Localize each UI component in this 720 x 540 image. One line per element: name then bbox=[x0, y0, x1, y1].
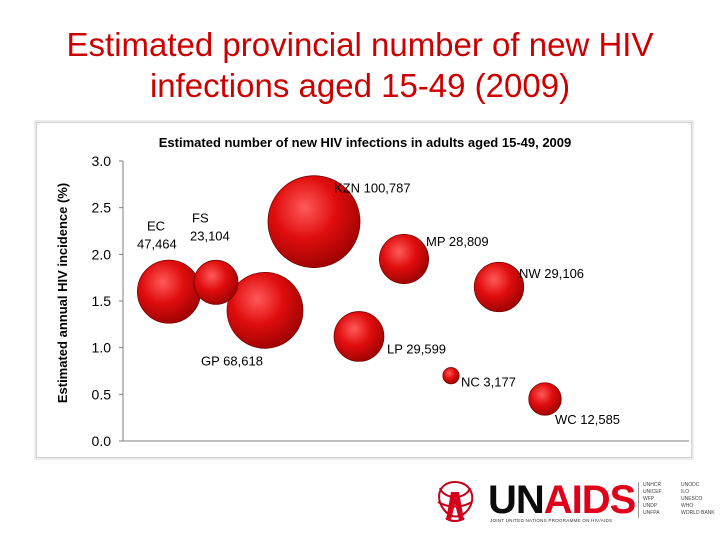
label-wc: WC 12,585 bbox=[555, 412, 620, 427]
chart-title: Estimated number of new HIV infections i… bbox=[159, 135, 572, 150]
logo-word-aids: AIDS bbox=[543, 478, 637, 522]
cosponsor-name: WHO bbox=[681, 503, 694, 509]
cosponsor-name: UNDP bbox=[643, 503, 658, 509]
label-lp: LP 29,599 bbox=[387, 341, 446, 356]
label-gp: GP 68,618 bbox=[201, 353, 263, 368]
cosponsor-name: ILO bbox=[681, 489, 690, 495]
slide-title: Estimated provincial number of new HIV i… bbox=[20, 24, 700, 106]
cosponsor-name: WORLD BANK bbox=[681, 510, 715, 516]
chart-frame: Estimated number of new HIV infections i… bbox=[36, 122, 692, 458]
bubble-nc bbox=[442, 367, 460, 385]
bubble-gp bbox=[226, 271, 304, 349]
label-nw: NW 29,106 bbox=[519, 266, 584, 281]
bubble-wc bbox=[528, 382, 562, 416]
slide-title-line-2: infections aged 15-49 (2009) bbox=[149, 67, 571, 104]
red-ribbon-icon bbox=[437, 480, 474, 522]
y-tick-label: 0.5 bbox=[92, 386, 112, 402]
y-tick-label: 3.0 bbox=[92, 153, 112, 169]
label-fs-name: FS bbox=[192, 210, 209, 225]
cosponsor-name: UNESCO bbox=[681, 496, 703, 502]
bubble-labels: KZN 100,787 EC 47,464 FS 23,104 GP 68,618 MP 2… bbox=[137, 181, 620, 427]
bubble-ec bbox=[137, 259, 201, 324]
y-tick-label: 1.0 bbox=[92, 340, 112, 356]
label-ec-name: EC bbox=[147, 219, 165, 234]
cosponsor-list: UNHCR UNICEF WFP UNDP UNFPA UNODC ILO UNESCO WH… bbox=[638, 482, 720, 518]
label-mp: MP 28,809 bbox=[426, 234, 489, 249]
y-ticks: 0.0 0.5 1.0 1.5 2.0 2.5 3.0 bbox=[92, 153, 123, 449]
cosponsor-name: WFP bbox=[643, 496, 655, 502]
bubble-lp bbox=[333, 311, 385, 362]
y-tick-label: 0.0 bbox=[92, 433, 112, 449]
y-tick-label: 1.5 bbox=[92, 293, 112, 309]
bubbles bbox=[137, 175, 562, 416]
label-fs-value: 23,104 bbox=[190, 228, 230, 243]
bubble-kzn bbox=[267, 175, 361, 269]
bubble-nw bbox=[473, 261, 525, 313]
logo-word-un: UN bbox=[488, 478, 545, 522]
label-kzn: KZN 100,787 bbox=[334, 181, 411, 196]
cosponsor-column-1: UNHCR UNICEF WFP UNDP UNFPA bbox=[643, 482, 662, 517]
bubble-chart: Estimated number of new HIV infections i… bbox=[55, 135, 689, 449]
cosponsor-name: UNFPA bbox=[643, 510, 660, 516]
bubble-mp bbox=[379, 234, 429, 284]
y-tick-label: 2.0 bbox=[92, 246, 112, 262]
cosponsor-name: UNODC bbox=[681, 482, 700, 488]
bubble-fs bbox=[193, 259, 239, 305]
y-axis-label: Estimated annual HIV incidence (%) bbox=[55, 183, 70, 403]
unaids-logo: UNAIDS JOINT UNITED NATIONS PROGRAMME ON… bbox=[426, 478, 716, 528]
label-nc: NC 3,177 bbox=[461, 375, 516, 390]
slide-title-line-1: Estimated provincial number of new HIV bbox=[66, 26, 654, 63]
y-tick-label: 2.5 bbox=[92, 200, 112, 216]
cosponsor-name: UNICEF bbox=[643, 489, 662, 495]
label-ec-value: 47,464 bbox=[137, 237, 177, 252]
logo-wordmark: UNAIDS bbox=[488, 478, 637, 522]
cosponsor-column-2: UNODC ILO UNESCO WHO WORLD BANK bbox=[681, 482, 715, 517]
logo-tagline: JOINT UNITED NATIONS PROGRAMME ON HIV/AI… bbox=[490, 518, 613, 523]
cosponsor-name: UNHCR bbox=[643, 482, 662, 488]
